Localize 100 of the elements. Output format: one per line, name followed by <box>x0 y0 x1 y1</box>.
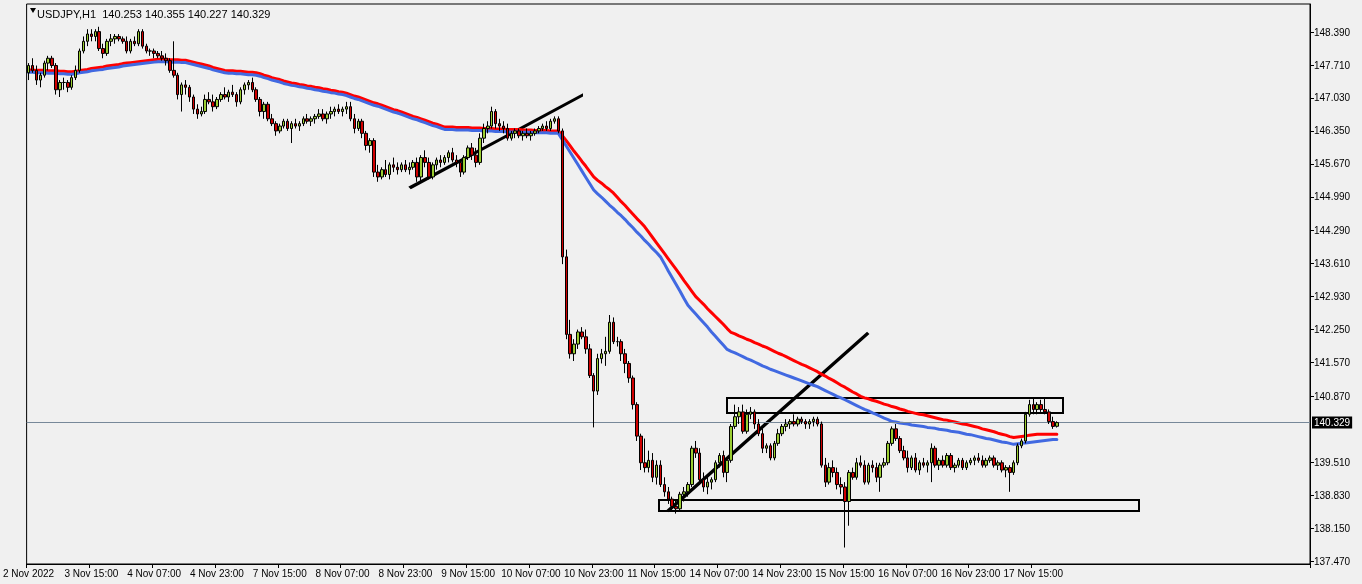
candlestick <box>537 125 541 134</box>
candlestick <box>784 418 788 432</box>
x-tick-label: 7 Nov 15:00 <box>252 567 308 579</box>
candlestick <box>384 159 387 178</box>
candlestick <box>211 94 215 113</box>
x-tick-label: 10 Nov 23:00 <box>563 567 624 579</box>
candlestick <box>152 48 156 59</box>
x-tick-label: 14 Nov 07:00 <box>689 567 750 579</box>
candlestick <box>129 38 132 54</box>
x-tick-label: 8 Nov 23:00 <box>378 567 433 579</box>
candlestick <box>800 416 803 425</box>
candlestick <box>396 161 399 176</box>
candlestick <box>239 86 242 105</box>
candlestick <box>431 161 435 180</box>
candlestick <box>90 28 93 42</box>
candlestick <box>419 154 423 183</box>
candlestick <box>290 120 293 144</box>
candlestick <box>521 130 525 142</box>
candlestick <box>227 89 230 103</box>
candlestick <box>141 28 144 50</box>
y-tick-label: 141.570 <box>1314 356 1351 368</box>
candlestick <box>977 452 980 464</box>
candlestick <box>333 106 336 117</box>
candlestick <box>341 106 344 117</box>
x-tick-label: 9 Nov 15:00 <box>441 567 496 579</box>
candlestick <box>447 149 450 163</box>
x-tick-label: 16 Nov 23:00 <box>940 567 1001 579</box>
candlestick <box>808 418 811 430</box>
y-tick-label: 140.870 <box>1314 390 1351 402</box>
candlestick <box>247 79 250 91</box>
candlestick <box>337 103 340 115</box>
candlestick <box>282 118 285 129</box>
y-tick-label: 143.610 <box>1314 258 1351 270</box>
x-tick-label: 3 Nov 15:00 <box>64 567 119 579</box>
candlestick <box>722 450 725 478</box>
candlestick <box>804 418 807 430</box>
candlestick <box>992 454 996 469</box>
candlestick <box>490 106 493 129</box>
candlestick <box>541 123 544 132</box>
candlestick <box>215 96 219 110</box>
candlestick <box>125 35 128 54</box>
y-tick-label: 147.030 <box>1314 92 1351 104</box>
candlestick <box>678 491 682 512</box>
candlestick <box>533 128 537 137</box>
candlestick <box>278 123 282 134</box>
candlestick <box>1032 396 1035 415</box>
candlestick <box>203 94 207 115</box>
candlestick <box>930 442 933 483</box>
x-tick-label: 4 Nov 07:00 <box>127 567 182 579</box>
candlestick <box>494 108 497 129</box>
candlestick <box>941 454 945 469</box>
candlestick <box>769 442 772 461</box>
candlestick <box>262 101 266 120</box>
candlestick <box>827 462 831 486</box>
candlestick <box>949 452 953 471</box>
candlestick <box>545 120 548 132</box>
candlestick <box>788 418 792 430</box>
candlestick <box>525 128 529 139</box>
x-tick-label: 15 Nov 15:00 <box>815 567 876 579</box>
candlestick <box>965 459 968 471</box>
candlestick <box>549 118 552 132</box>
candlestick <box>792 413 796 427</box>
candlestick <box>439 154 442 168</box>
y-tick-label: 148.390 <box>1314 26 1351 38</box>
candlestick <box>741 404 745 435</box>
y-tick-label: 144.990 <box>1314 191 1351 203</box>
y-tick-label: 142.250 <box>1314 324 1351 336</box>
candlestick <box>796 416 800 427</box>
candlestick <box>408 161 411 176</box>
candlestick <box>313 113 317 125</box>
y-tick-label: 147.710 <box>1314 59 1351 71</box>
candlestick <box>812 416 815 427</box>
candlestick <box>981 454 984 469</box>
candlestick <box>443 154 446 166</box>
y-tick-label: 145.670 <box>1314 158 1351 170</box>
ref-line-label: 140.329 <box>1314 417 1351 429</box>
y-tick-label: 137.470 <box>1314 555 1351 567</box>
candlestick <box>984 457 988 469</box>
y-tick-label: 138.150 <box>1314 522 1351 534</box>
candlestick <box>451 147 454 163</box>
candlestick <box>529 130 533 142</box>
x-tick-label: 2 Nov 2022 <box>2 567 55 579</box>
candlestick <box>1035 401 1039 415</box>
x-tick-label: 17 Nov 15:00 <box>1003 567 1064 579</box>
candlestick <box>973 454 976 466</box>
candlestick <box>643 438 647 473</box>
y-tick-label: 146.350 <box>1314 125 1351 137</box>
candlestick <box>388 161 391 180</box>
candlestick <box>513 128 517 139</box>
candlestick <box>867 462 870 486</box>
candlestick <box>906 450 909 473</box>
y-tick-label: 142.930 <box>1314 291 1351 303</box>
candlestick <box>113 33 117 45</box>
candlestick <box>266 101 270 122</box>
candlestick <box>317 108 321 120</box>
candlestick <box>117 33 121 42</box>
candlestick <box>914 452 917 473</box>
candlestick <box>1055 420 1059 429</box>
candlestick <box>745 408 749 435</box>
candlestick <box>329 106 333 120</box>
